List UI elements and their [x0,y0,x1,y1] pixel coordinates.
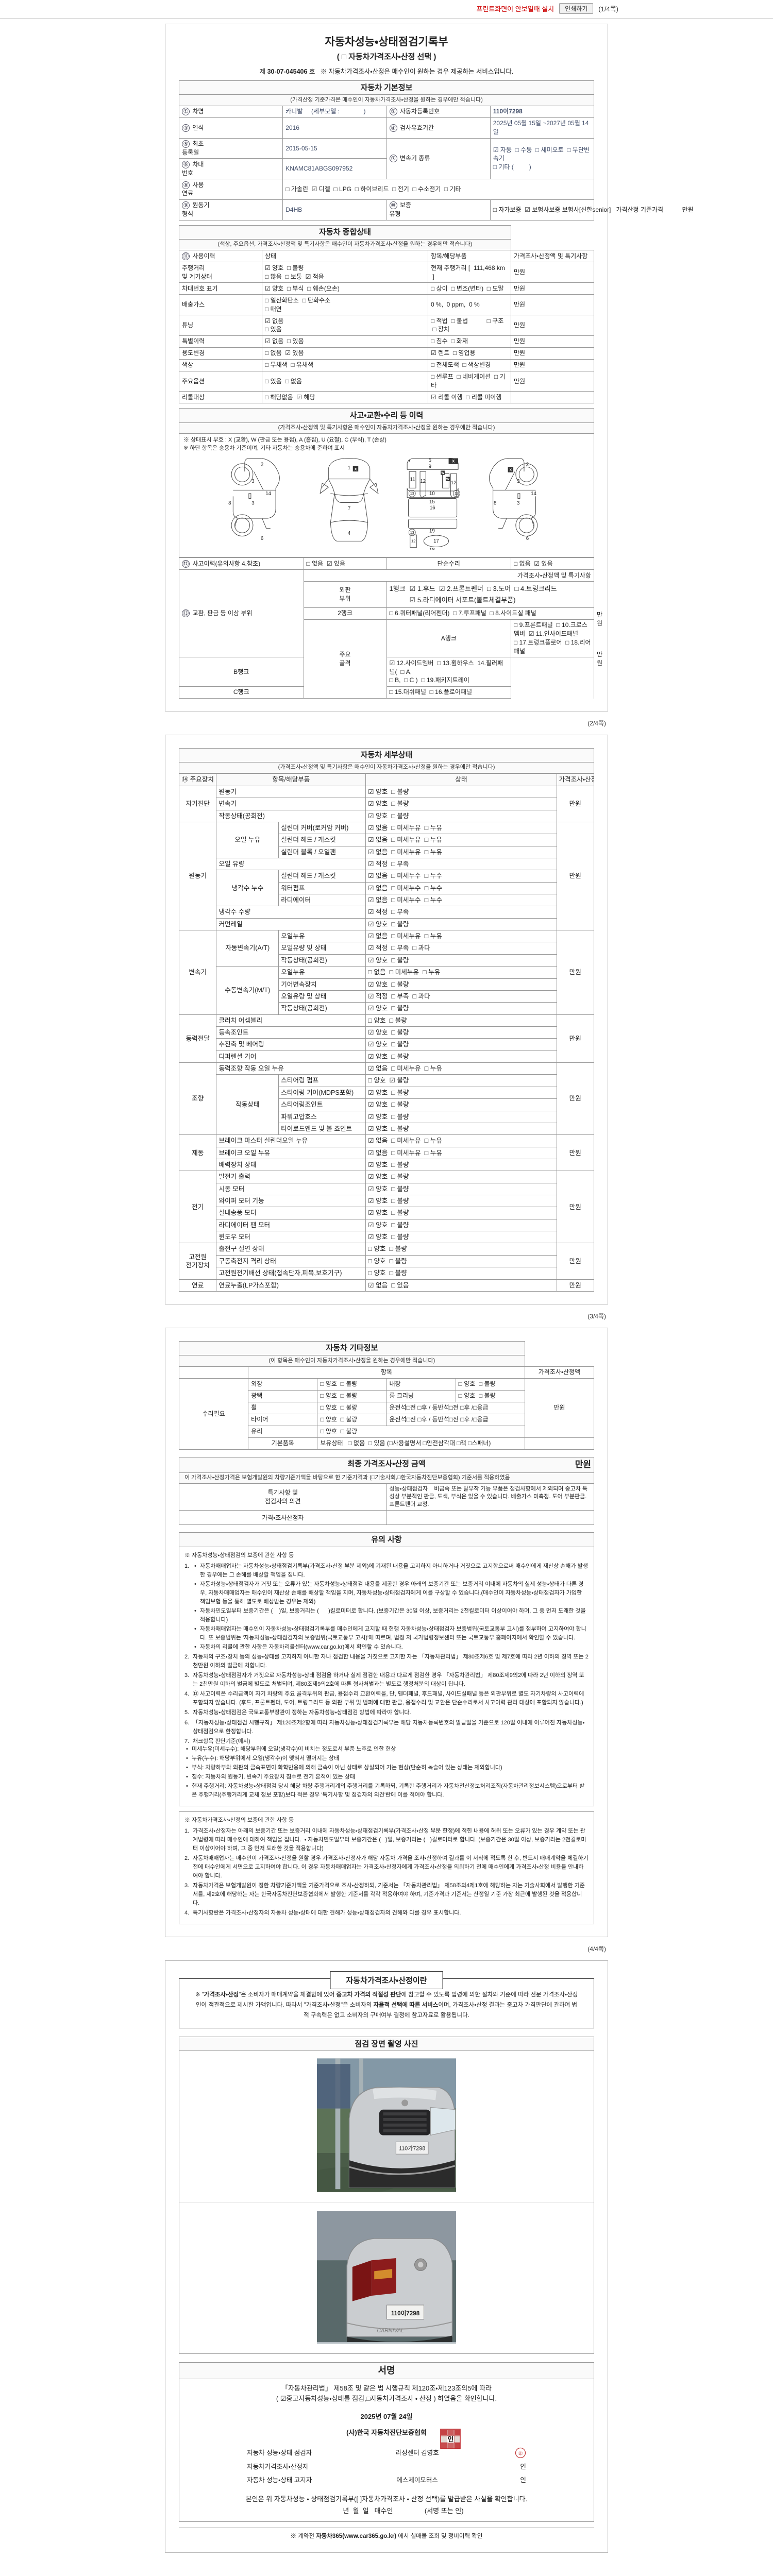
svg-text:12: 12 [451,480,457,486]
svg-text:5: 5 [429,458,431,464]
svg-text:1: 1 [348,465,350,471]
svg-text:18: 18 [429,548,435,551]
svg-text:2: 2 [261,462,263,468]
svg-text:4: 4 [348,531,351,536]
svg-text:3: 3 [517,501,519,506]
svg-text:12: 12 [411,539,415,544]
svg-text:14: 14 [265,491,271,497]
svg-text:12: 12 [420,479,426,484]
svg-text:CARNIVAL: CARNIVAL [377,2328,404,2334]
svg-text:X: X [355,467,357,471]
svg-text:X: X [509,468,512,472]
svg-text:19: 19 [429,529,435,534]
svg-text:13: 13 [410,530,414,535]
svg-text:3: 3 [251,501,254,506]
svg-text:X: X [452,459,455,464]
svg-text:14: 14 [531,491,536,497]
svg-text:7: 7 [348,506,350,512]
svg-text:15: 15 [429,499,435,505]
svg-text:W: W [441,471,445,475]
svg-text:9: 9 [429,464,431,470]
svg-text:W: W [446,478,450,481]
svg-text:13: 13 [410,491,414,496]
svg-text:10: 10 [429,491,435,497]
svg-text:인: 인 [448,2435,454,2443]
svg-text:17: 17 [433,539,439,545]
svg-text:印: 印 [518,2451,523,2456]
svg-text:8: 8 [228,501,231,506]
svg-text:16: 16 [430,505,435,511]
svg-text:2: 2 [526,462,529,468]
svg-text:110가7298: 110가7298 [399,2145,425,2152]
svg-text:6: 6 [526,536,529,541]
svg-text:11: 11 [410,477,415,483]
svg-text:3: 3 [517,479,519,484]
svg-text:8: 8 [494,501,496,506]
svg-text:6: 6 [261,536,263,541]
svg-text:110이7298: 110이7298 [391,2310,420,2317]
